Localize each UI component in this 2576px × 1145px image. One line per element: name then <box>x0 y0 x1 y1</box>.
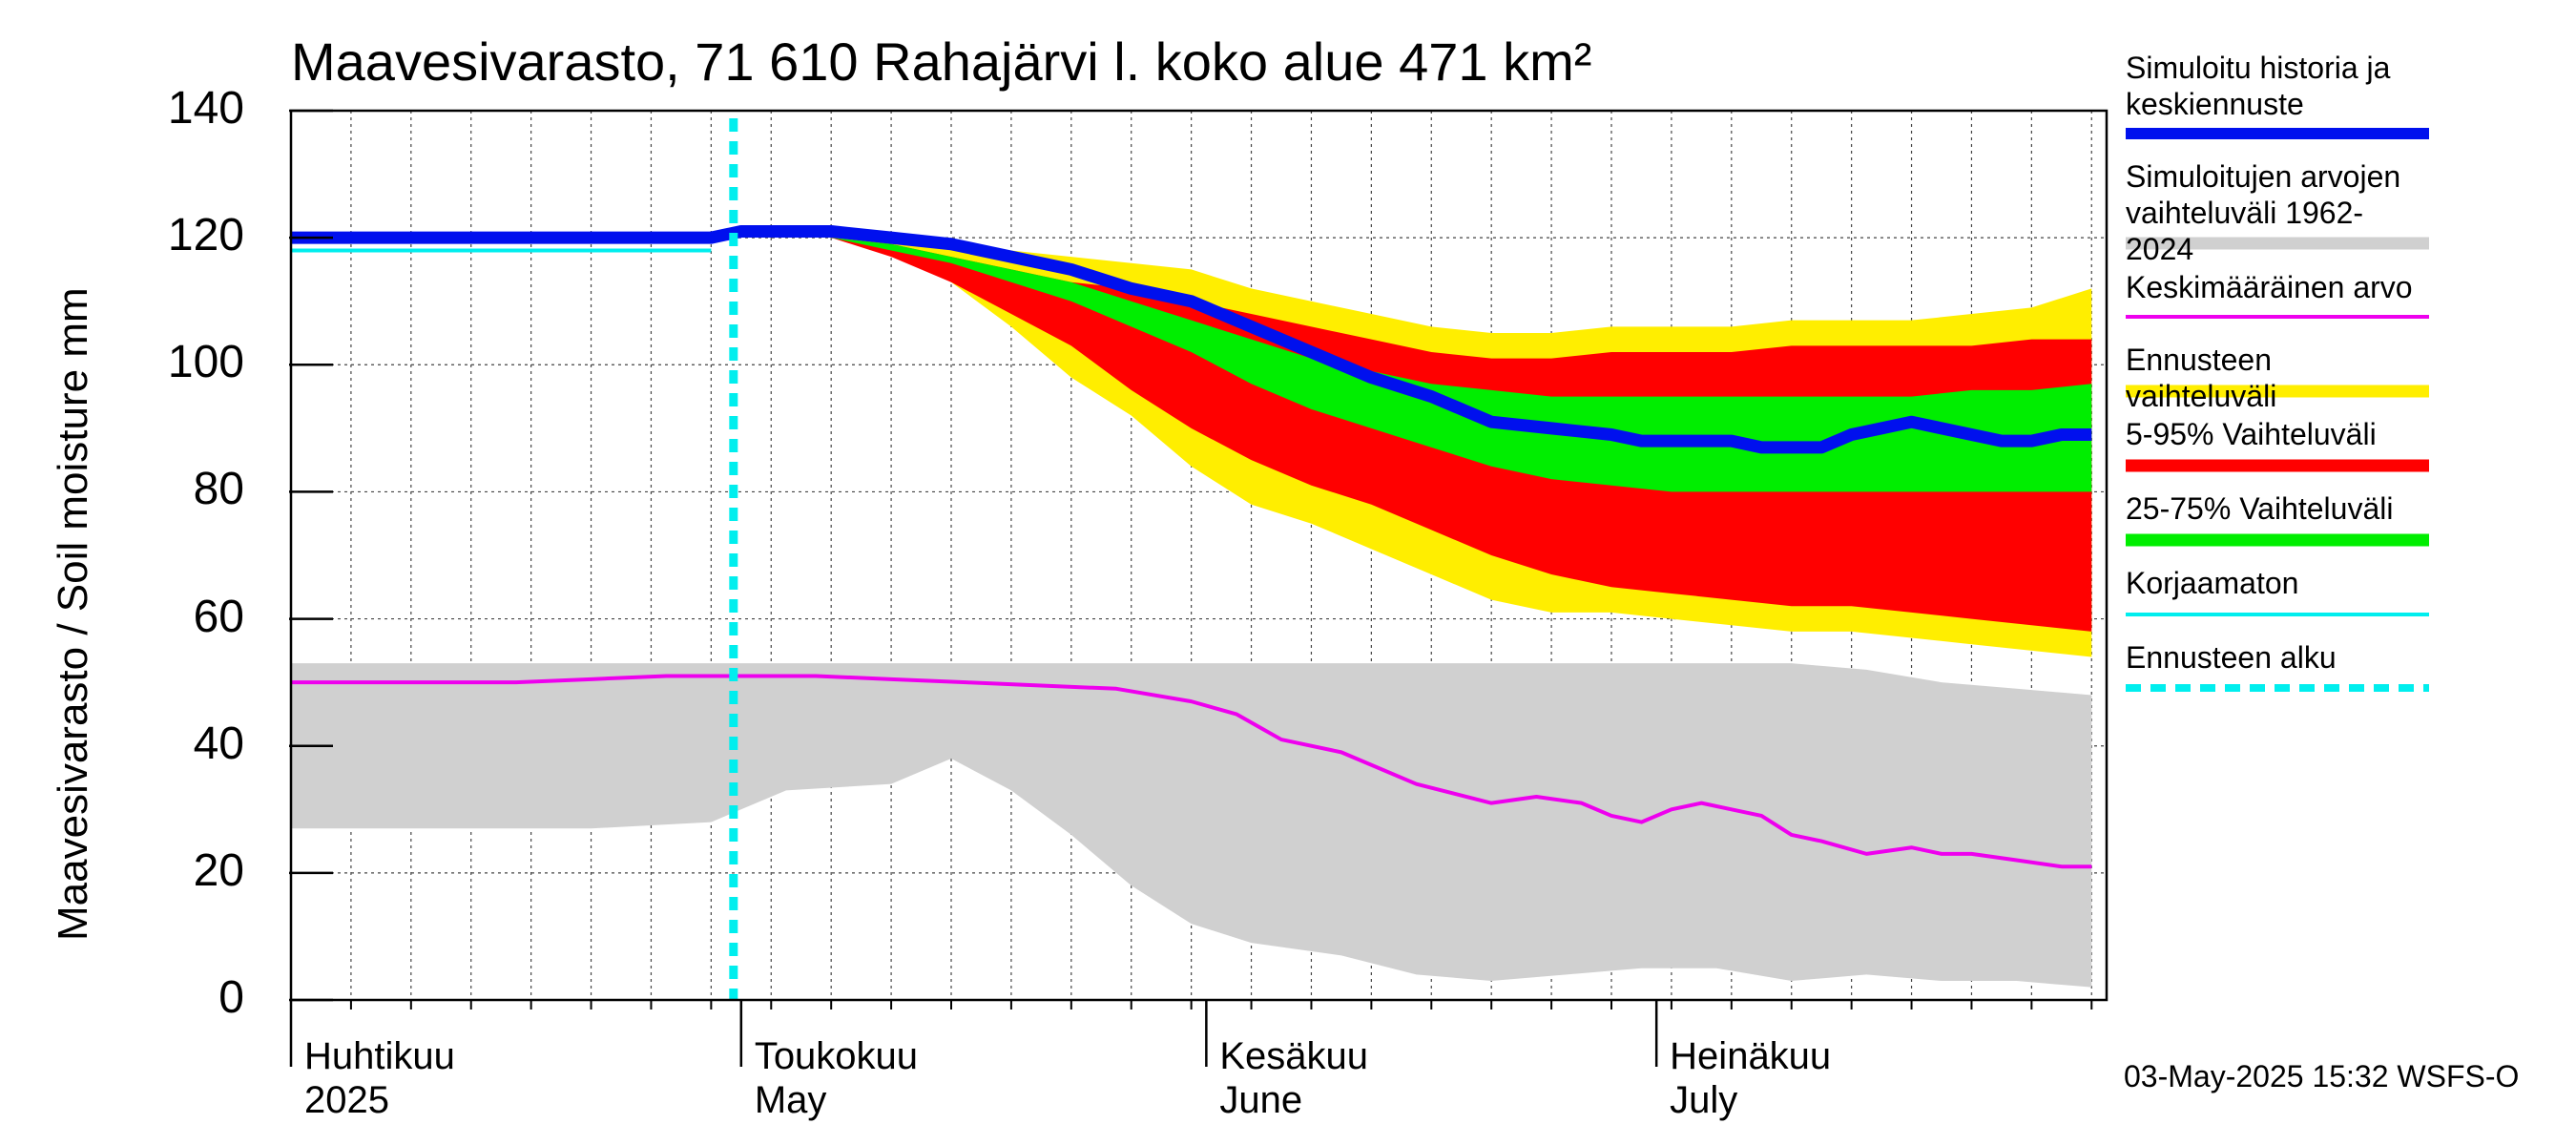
x-month-label-fi: Heinäkuu <box>1670 1035 1832 1077</box>
band-layer <box>291 231 2092 988</box>
x-month-label-fi: Kesäkuu <box>1219 1035 1369 1077</box>
legend-label: Korjaamaton <box>2126 566 2299 600</box>
y-tick-label: 20 <box>193 844 244 896</box>
x-month-label-fi: Huhtikuu <box>304 1035 455 1077</box>
line-simuloitu-historia-ja-keskiennuste <box>291 224 2092 454</box>
line-keskim-r-inen-arvo <box>291 674 2092 869</box>
y-tick-label: 40 <box>193 718 244 769</box>
axis-frame <box>289 109 2109 1067</box>
chart-title: Maavesivarasto, 71 610 Rahajärvi l. koko… <box>291 31 1592 92</box>
legend-label: 25-75% Vaihteluväli <box>2126 491 2394 526</box>
line-layer <box>291 118 2092 1000</box>
legend-label: Keskimääräinen arvo <box>2126 270 2413 304</box>
x-month-label-en: July <box>1670 1079 1738 1121</box>
y-tick-label: 60 <box>193 591 244 642</box>
y-axis-label: Maavesivarasto / Soil moisture mm <box>50 287 96 941</box>
y-tick-label: 140 <box>167 83 244 134</box>
legend-label: 5-95% Vaihteluväli <box>2126 417 2377 451</box>
legend-label: Simuloitujen arvojen vaihteluväli 1962-2… <box>2126 159 2401 266</box>
x-month-label-en: 2025 <box>304 1079 389 1121</box>
plot-frame <box>289 109 2109 1002</box>
x-month-label-en: June <box>1219 1079 1303 1121</box>
legend-swatches <box>2126 128 2429 692</box>
legend-label: Ennusteen alku <box>2126 640 2337 675</box>
x-month-label-en: May <box>754 1079 827 1121</box>
x-month-label-fi: Toukokuu <box>754 1035 919 1077</box>
y-tick-label: 100 <box>167 337 244 388</box>
y-tick-label: 80 <box>193 464 244 515</box>
timestamp-footer: 03-May-2025 15:32 WSFS-O <box>2124 1059 2520 1093</box>
legend-label: Simuloitu historia ja keskiennuste <box>2126 51 2391 121</box>
legend-label: Ennusteen vaihteluväli <box>2126 343 2277 413</box>
band-simuloitujen-arvojen-vaihteluv-li-1962-2024 <box>291 663 2092 988</box>
y-tick-label: 120 <box>167 210 244 261</box>
y-tick-label: 0 <box>218 972 244 1023</box>
band-25-75-vaihteluv-li <box>740 231 2092 492</box>
